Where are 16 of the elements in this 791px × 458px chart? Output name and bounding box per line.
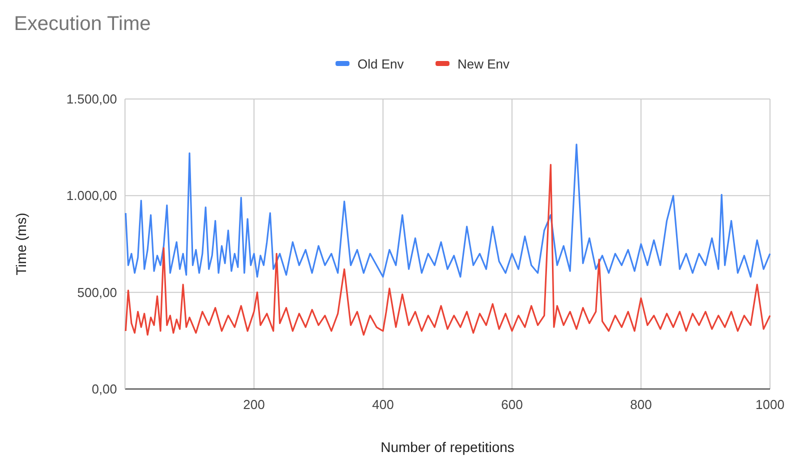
legend-label: Old Env bbox=[358, 56, 404, 72]
y-tick-label: 0,00 bbox=[92, 382, 117, 397]
chart-title: Execution Time bbox=[14, 13, 151, 35]
line-series bbox=[124, 144, 771, 278]
x-tick-label: 200 bbox=[243, 397, 265, 412]
line-series bbox=[124, 164, 771, 336]
x-tick-label: 600 bbox=[501, 397, 523, 412]
x-tick-label: 800 bbox=[630, 397, 652, 412]
y-tick-label: 500,00 bbox=[77, 284, 117, 300]
x-tick-label: 1000 bbox=[756, 397, 784, 412]
y-tick-label: 1.500,00 bbox=[66, 92, 117, 107]
y-tick-label: 1.000,00 bbox=[66, 188, 117, 204]
legend-label: New Env bbox=[458, 56, 510, 72]
x-tick-label: 400 bbox=[372, 397, 394, 412]
y-axis-title: Time (ms) bbox=[13, 212, 29, 276]
x-axis-title: Number of repetitions bbox=[380, 439, 514, 455]
